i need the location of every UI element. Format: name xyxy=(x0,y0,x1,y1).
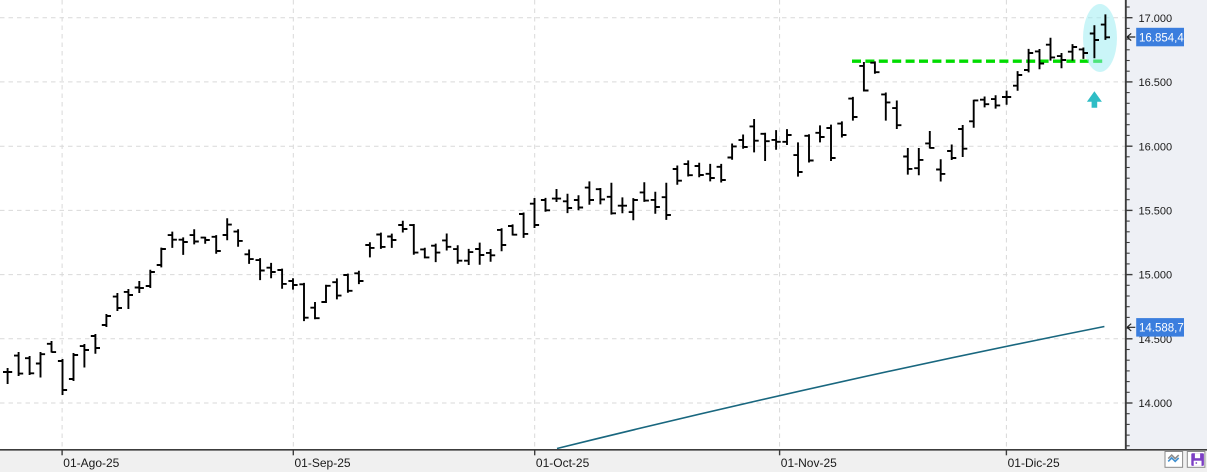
svg-text:01-Sep-25: 01-Sep-25 xyxy=(295,456,351,470)
svg-text:01-Ago-25: 01-Ago-25 xyxy=(63,456,119,470)
svg-text:16.854,4: 16.854,4 xyxy=(1139,32,1184,44)
svg-text:01-Nov-25: 01-Nov-25 xyxy=(781,456,837,470)
svg-text:17.000: 17.000 xyxy=(1139,13,1173,25)
svg-text:01-Oct-25: 01-Oct-25 xyxy=(536,456,590,470)
svg-text:14.588,7: 14.588,7 xyxy=(1139,323,1184,335)
svg-text:01-Dic-25: 01-Dic-25 xyxy=(1008,456,1060,470)
svg-text:16.000: 16.000 xyxy=(1139,141,1173,153)
svg-text:14.000: 14.000 xyxy=(1139,398,1173,410)
svg-text:14.500: 14.500 xyxy=(1139,334,1173,346)
svg-text:15.000: 15.000 xyxy=(1139,270,1173,282)
svg-text:16.500: 16.500 xyxy=(1139,77,1173,89)
svg-text:15.500: 15.500 xyxy=(1139,206,1173,218)
